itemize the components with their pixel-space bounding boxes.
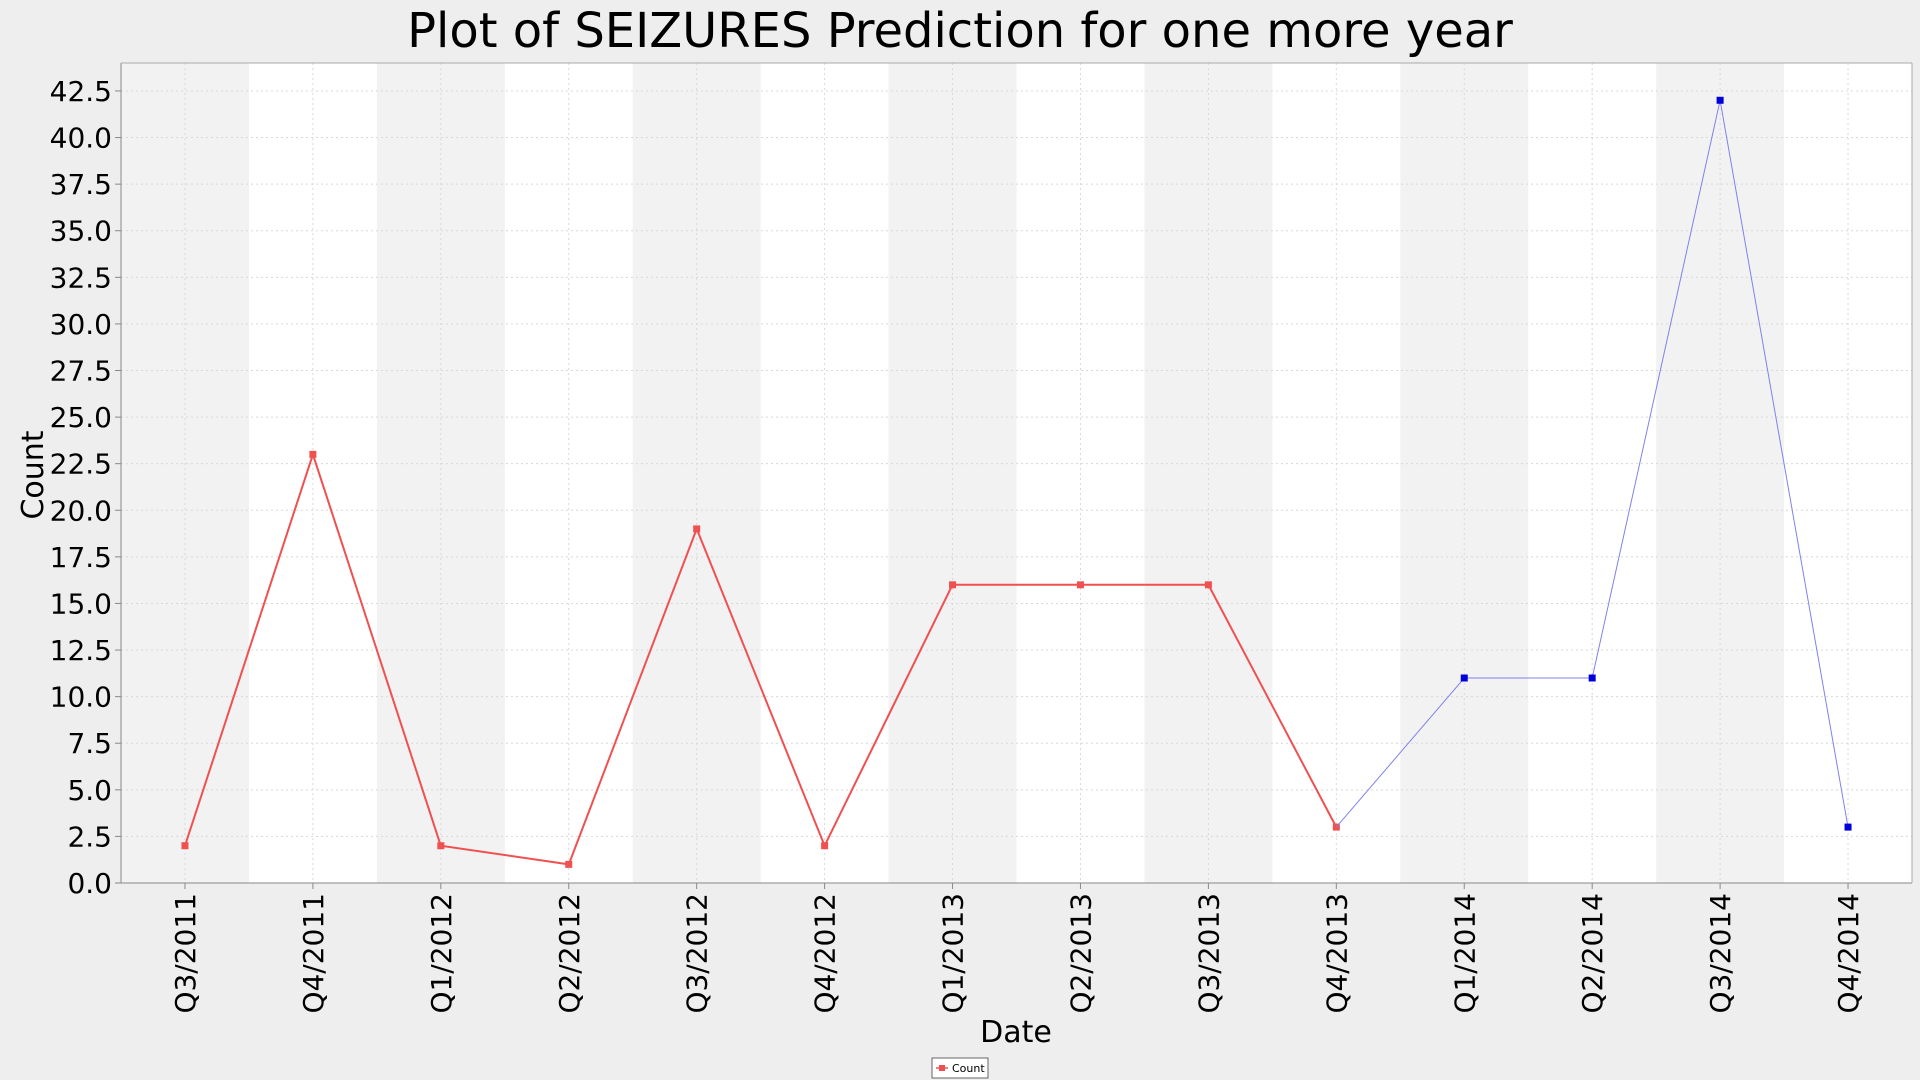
chart-title: Plot of SEIZURES Prediction for one more… — [407, 3, 1513, 59]
data-point — [1076, 581, 1084, 589]
data-point — [309, 450, 317, 458]
y-tick-label: 2.5 — [67, 820, 112, 853]
x-axis-label: Date — [980, 1015, 1052, 1050]
x-tick-label: Q4/2013 — [1320, 893, 1353, 1014]
y-tick-label: 10.0 — [50, 681, 112, 714]
y-tick-label: 5.0 — [67, 774, 112, 807]
x-tick-label: Q3/2011 — [169, 893, 202, 1014]
x-tick-label: Q3/2014 — [1704, 893, 1737, 1014]
data-point — [437, 842, 445, 850]
plot-area: 0.0 2.5 5.0 7.5 10.0 12.5 15.0 17.5 20.0 22.5 25.0… — [50, 62, 1913, 1014]
y-tick-label: 35.0 — [50, 215, 112, 248]
y-tick-label: 32.5 — [50, 261, 112, 294]
y-tick-label: 37.5 — [50, 168, 112, 201]
y-tick-label: 42.5 — [50, 75, 112, 108]
y-tick-label: 25.0 — [50, 401, 112, 434]
data-point — [1460, 674, 1468, 682]
y-tick-label: 22.5 — [50, 448, 112, 481]
y-tick-label: 20.0 — [50, 494, 112, 527]
x-tick-label: Q2/2014 — [1576, 893, 1609, 1014]
legend-box — [931, 1057, 989, 1079]
data-point — [1716, 96, 1724, 104]
x-tick-label: Q3/2012 — [681, 893, 714, 1014]
x-tick-label: Q3/2013 — [1192, 893, 1225, 1014]
data-point — [565, 860, 573, 868]
x-tick-label: Q1/2012 — [425, 893, 458, 1014]
y-tick-label: 7.5 — [67, 727, 112, 760]
x-tick-label: Q1/2014 — [1448, 893, 1481, 1014]
y-tick-label: 0.0 — [67, 867, 112, 900]
y-axis-label: Count — [16, 430, 51, 519]
y-tick-label: 15.0 — [50, 587, 112, 620]
data-point — [181, 842, 189, 850]
y-tick-label: 17.5 — [50, 541, 112, 574]
data-point — [693, 525, 701, 533]
x-tick-label: Q4/2011 — [297, 893, 330, 1014]
data-point — [821, 842, 829, 850]
x-tick-label: Q2/2012 — [553, 893, 586, 1014]
x-tick-label: Q4/2014 — [1832, 893, 1865, 1014]
series-line — [184, 451, 1338, 866]
x-tick-label: Q4/2012 — [809, 893, 842, 1014]
legend-marker — [939, 1065, 945, 1071]
legend: Count — [931, 1057, 989, 1079]
data-point — [1588, 674, 1596, 682]
legend-label: Count — [952, 1062, 985, 1075]
y-tick-label: 27.5 — [50, 355, 112, 388]
data-point — [1844, 823, 1852, 831]
data-point — [949, 581, 957, 589]
y-tick-label: 30.0 — [50, 308, 112, 341]
y-tick-label: 12.5 — [50, 634, 112, 667]
data-point — [1204, 581, 1212, 589]
y-tick-label: 40.0 — [50, 122, 112, 155]
x-tick-label: Q2/2013 — [1064, 893, 1097, 1014]
x-tick-label: Q1/2013 — [937, 893, 970, 1014]
